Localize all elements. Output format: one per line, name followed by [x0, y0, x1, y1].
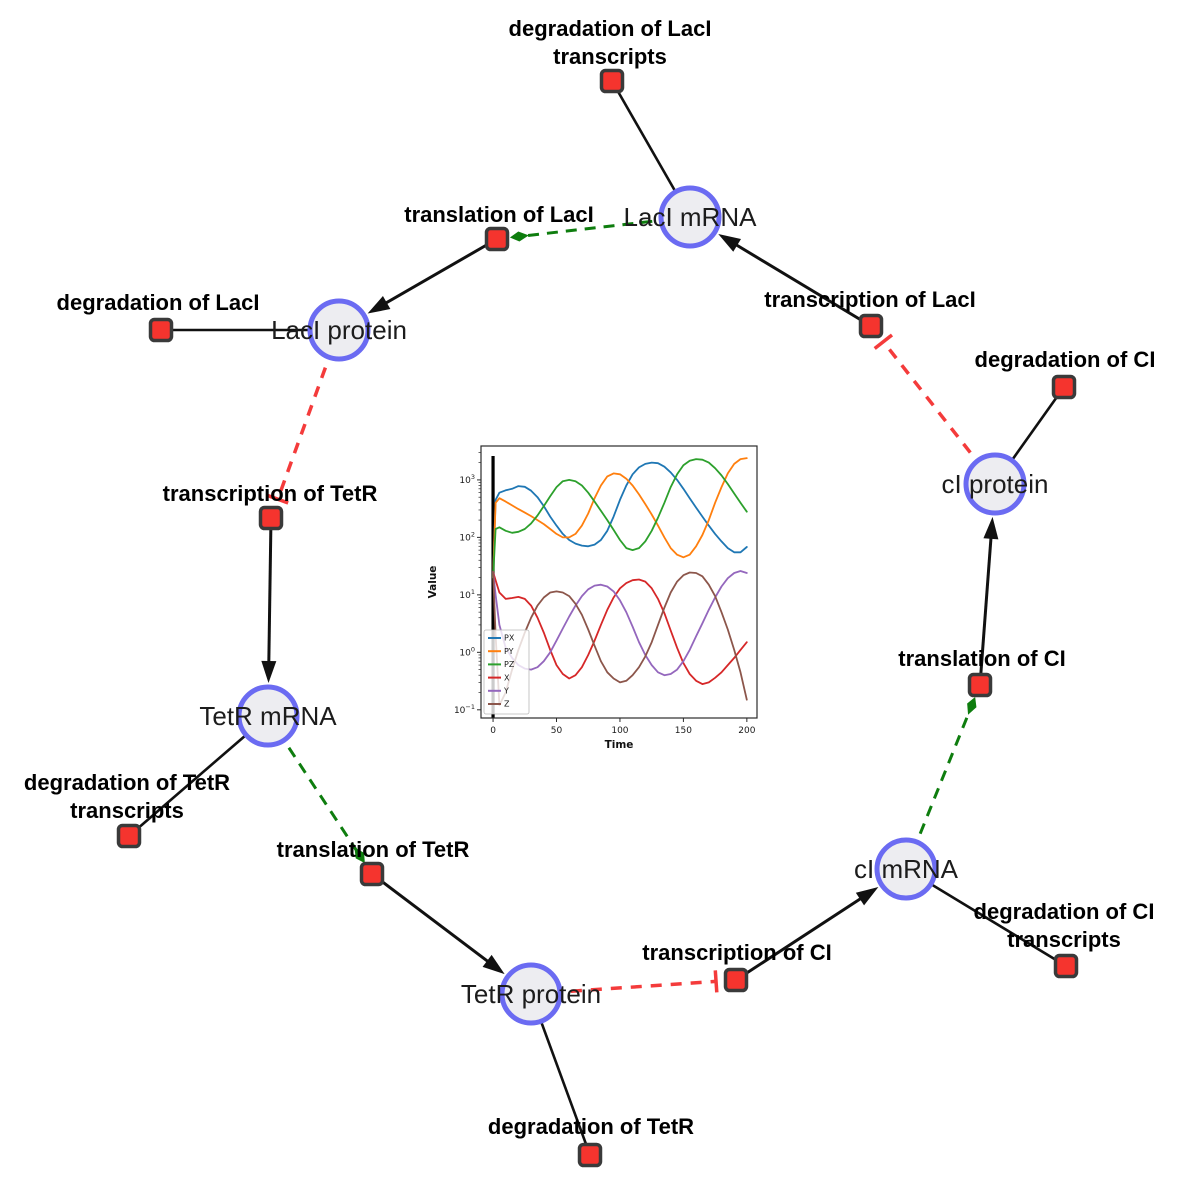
reaction-label-translation-of-ci: translation of CI [898, 646, 1065, 671]
edge-inhibition-laci-protein--transcription-of-tetr-tbar-icon [266, 493, 289, 505]
series-line-PZ [492, 458, 748, 579]
series-line-PX [492, 461, 748, 579]
reaction-node-translation-of-ci[interactable] [967, 672, 993, 698]
reaction-node-degradation-of-tetr[interactable] [577, 1142, 603, 1168]
chart-background [425, 438, 770, 760]
edge-arrow-translation-of-tetr--tetr-protein [371, 872, 494, 967]
reaction-node-transcription-of-tetr[interactable] [258, 505, 284, 531]
reaction-label-degradation-of-ci-transcripts: degradation of CI [974, 899, 1155, 924]
reaction-node-translation-of-tetr[interactable] [359, 861, 385, 887]
species-label-ci-protein: cI protein [942, 469, 1049, 499]
reaction-node-degradation-of-ci-transcripts[interactable] [1053, 953, 1079, 979]
x-tick-label-200: 200 [738, 726, 755, 736]
reaction-label-degradation-of-laci-transcripts: transcripts [553, 44, 667, 69]
edge-arrow-translation-of-ci--ci-protein [978, 531, 993, 686]
edge-arrow-translation-of-laci--laci-protein [379, 237, 498, 308]
y-tick-label-10e0: 100 [459, 645, 475, 658]
y-tick-label-10e3: 103 [459, 473, 475, 486]
species-node-laci-protein[interactable] [307, 298, 371, 362]
reaction-label-degradation-of-laci: degradation of LacI [57, 290, 260, 315]
species-label-ci-mrna: cI mRNA [854, 854, 959, 884]
edge-arrow-transcription-of-laci--laci-mrna [730, 240, 872, 328]
x-axis-label: Time [605, 739, 634, 751]
plot-area [491, 456, 748, 718]
legend-label-X: X [504, 673, 510, 682]
y-tick-label-10e2: 102 [459, 530, 475, 543]
species-node-laci-mrna[interactable] [658, 185, 722, 249]
edge-arrow-translation-of-laci--laci-protein-arrowhead-icon [367, 296, 391, 314]
reaction-label-degradation-of-laci-transcripts: degradation of LacI [509, 16, 712, 41]
legend-label-PZ: PZ [504, 660, 515, 669]
x-tick-label-100: 100 [611, 726, 628, 736]
species-label-laci-protein: LacI protein [271, 315, 407, 345]
reaction-node-degradation-of-ci[interactable] [1051, 374, 1077, 400]
edge-arrow-transcription-of-tetr--tetr-mrna [267, 517, 273, 669]
species-node-ci-mrna[interactable] [874, 837, 938, 901]
reaction-label-degradation-of-ci: degradation of CI [975, 347, 1156, 372]
legend-label-PX: PX [504, 634, 515, 643]
reaction-node-transcription-of-laci[interactable] [858, 313, 884, 339]
edge-arrow-translation-of-ci--ci-protein-arrowhead-icon [983, 516, 999, 540]
y-tick-label-10e-1: 10−1 [454, 703, 475, 716]
series-line-X [492, 571, 748, 685]
edge-arrow-transcription-of-tetr--tetr-mrna-arrowhead-icon [261, 660, 277, 684]
species-node-tetr-protein[interactable] [499, 962, 563, 1026]
reaction-node-degradation-of-laci-transcripts[interactable] [599, 68, 625, 94]
edge-activation-laci-mrna--translation-of-laci-diamond-icon [509, 231, 529, 242]
reaction-label-translation-of-tetr: translation of TetR [277, 837, 470, 862]
reaction-label-transcription-of-laci: transcription of LacI [764, 287, 975, 312]
species-label-tetr-protein: TetR protein [461, 979, 601, 1009]
legend-label-PY: PY [504, 647, 514, 656]
y-tick-label-10e1: 101 [459, 588, 475, 601]
reaction-node-translation-of-laci[interactable] [484, 226, 510, 252]
reaction-node-degradation-of-tetr-transcripts[interactable] [116, 823, 142, 849]
legend-label-Z: Z [504, 700, 510, 709]
reaction-label-degradation-of-tetr-transcripts: transcripts [70, 798, 184, 823]
reaction-label-degradation-of-tetr-transcripts: degradation of TetR [24, 770, 230, 795]
x-tick-label-50: 50 [551, 726, 563, 736]
plot-frame [480, 445, 758, 719]
edge-inhibition-tetr-protein--transcription-of-ci-tbar-icon [713, 970, 719, 993]
reaction-node-transcription-of-ci[interactable] [723, 967, 749, 993]
reaction-node-degradation-of-laci[interactable] [148, 317, 174, 343]
x-tick-label-0: 0 [490, 726, 496, 736]
x-tick-label-150: 150 [675, 726, 692, 736]
reaction-label-degradation-of-tetr: degradation of TetR [488, 1114, 694, 1139]
reaction-label-translation-of-laci: translation of LacI [404, 202, 593, 227]
species-node-ci-protein[interactable] [963, 452, 1027, 516]
species-label-laci-mrna: LacI mRNA [624, 202, 758, 232]
series-line-Y [492, 570, 748, 677]
simulation-inset-chart: 0 50 100 150 20010−1100101102103TimeValuePXP… [425, 438, 770, 760]
legend: PX PY PZ XYZ [483, 629, 530, 715]
series-line-Z [492, 571, 748, 707]
edge-activation-ci-mrna--translation-of-ci-diamond-icon [967, 697, 977, 715]
y-axis-label: Value [427, 566, 439, 599]
species-node-tetr-mrna[interactable] [236, 684, 300, 748]
edge-inhibition-ci-protein--transcription-of-laci-tbar-icon [873, 333, 894, 350]
species-label-tetr-mrna: TetR mRNA [199, 701, 337, 731]
edge-arrow-transcription-of-ci--ci-mrna-arrowhead-icon [855, 887, 879, 906]
reaction-label-degradation-of-ci-transcripts: transcripts [1007, 927, 1121, 952]
edge-arrow-transcription-of-laci--laci-mrna-arrowhead-icon [718, 234, 741, 252]
edge-activation-tetr-mrna--translation-of-tetr-diamond-icon [354, 847, 365, 864]
reaction-label-transcription-of-tetr: transcription of TetR [163, 481, 378, 506]
reaction-label-transcription-of-ci: transcription of CI [642, 940, 831, 965]
legend-label-Y: Y [503, 687, 509, 696]
series-line-PY [492, 457, 748, 579]
edge-arrow-translation-of-tetr--tetr-protein-arrowhead-icon [482, 954, 505, 975]
edge-arrow-transcription-of-ci--ci-mrna [735, 893, 867, 982]
